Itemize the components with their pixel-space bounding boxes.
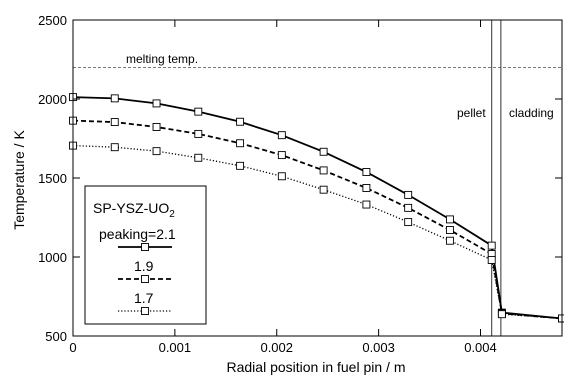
series-0-point	[319, 147, 328, 156]
x-tick-label: 0.002	[260, 340, 293, 355]
x-tick-label: 0.003	[362, 340, 395, 355]
series-2-point	[194, 153, 203, 162]
legend-entry-label-0: peaking=2.1	[99, 226, 176, 242]
series-1-point	[445, 226, 454, 234]
cladding-label: cladding	[509, 106, 554, 120]
series-1-point	[404, 203, 413, 212]
legend-sample-marker-0	[141, 243, 149, 251]
y-tick-label: 500	[45, 329, 67, 344]
x-tick-label: 0.001	[159, 340, 192, 355]
series-2-point	[236, 161, 245, 170]
series-2-point	[487, 256, 496, 264]
series-1-point	[236, 139, 245, 148]
series-1-point	[362, 184, 371, 192]
series-1-point	[277, 151, 286, 160]
series-0-point	[194, 107, 203, 116]
series-2-point	[110, 143, 119, 152]
series-2-point	[445, 236, 454, 245]
series-2-point	[404, 218, 413, 227]
series-2-point	[558, 314, 564, 323]
series-1-point	[152, 123, 161, 131]
y-tick-label: 1000	[38, 250, 67, 265]
x-axis-label: Radial position in fuel pin / m	[227, 359, 406, 375]
axes: 0 0.001 0.002 0.003 0.004 500 1000 1500 2000 2500	[38, 13, 563, 355]
y-tick-label: 1500	[38, 171, 67, 186]
series-0-point	[277, 131, 286, 140]
legend: SP-YSZ-UO2 peaking=2.1 1.9 1.7	[84, 185, 207, 325]
series-0-point	[152, 99, 161, 108]
series-2-point	[277, 172, 286, 181]
y-tick-label: 2000	[38, 92, 67, 107]
series-0-point	[404, 190, 413, 199]
x-tick-label: 0	[69, 340, 76, 355]
series-1-point	[319, 166, 328, 175]
y-axis-label: Temperature / K	[11, 130, 27, 230]
legend-box	[84, 185, 207, 325]
legend-title-subscript: 2	[169, 209, 175, 220]
series-1-point	[194, 129, 203, 138]
melting-temp-label: melting temp.	[126, 52, 198, 66]
series-0-point	[362, 168, 371, 176]
series-1-point	[110, 118, 119, 127]
x-tick-label: 0.004	[464, 340, 497, 355]
series-2-point	[362, 200, 371, 209]
legend-entry-label-2: 1.7	[134, 290, 154, 306]
legend-entry-label-1: 1.9	[134, 258, 154, 274]
legend-samples	[118, 243, 172, 315]
legend-title: SP-YSZ-UO2	[93, 200, 175, 220]
series-2-point	[319, 185, 328, 194]
legend-sample-marker-1	[141, 275, 149, 283]
series-0-point	[487, 241, 496, 250]
pellet-label: pellet	[457, 106, 486, 120]
series-2-point	[497, 310, 506, 319]
legend-sample-marker-2	[141, 307, 149, 315]
series-0-point	[110, 94, 119, 103]
series-0-point	[445, 215, 454, 224]
y-tick-label: 2500	[38, 13, 67, 28]
series-2-point	[152, 147, 161, 156]
series-0-point	[236, 117, 245, 126]
